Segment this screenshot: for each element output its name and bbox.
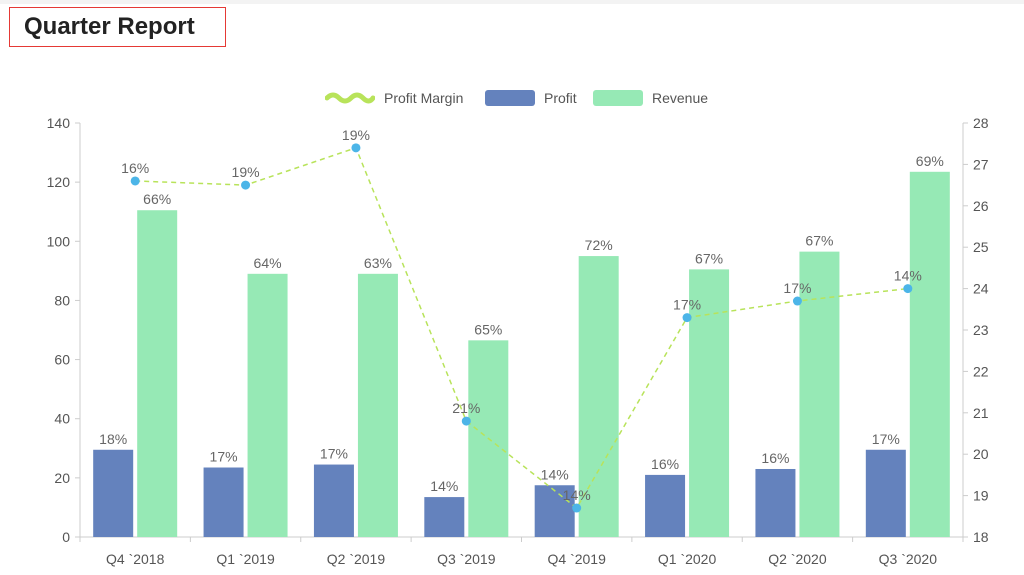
profit-data-label: 16% <box>761 450 789 466</box>
chart-legend: Profit Margin Profit Revenue <box>0 90 1024 114</box>
y-left-tick-label: 100 <box>47 233 71 249</box>
y-left-tick-label: 60 <box>54 352 70 368</box>
revenue-data-label: 63% <box>364 255 392 271</box>
profit-data-label: 14% <box>430 478 458 494</box>
y-right-tick-label: 26 <box>973 198 989 214</box>
y-left-tick-label: 120 <box>47 174 71 190</box>
profit-bar <box>424 497 465 537</box>
revenue-data-label: 72% <box>585 237 613 253</box>
page-title: Quarter Report <box>24 13 195 40</box>
revenue-data-label: 67% <box>805 233 833 249</box>
revenue-data-label: 69% <box>916 153 944 169</box>
legend-swatch-profit <box>485 90 535 106</box>
legend-swatch-revenue <box>593 90 643 106</box>
profit-bar <box>93 449 134 537</box>
profit-margin-point <box>682 313 692 323</box>
profit-margin-data-label: 17% <box>783 280 811 296</box>
x-tick-label: Q1 `2020 <box>658 551 717 567</box>
profit-data-label: 18% <box>99 431 127 447</box>
profit-margin-data-label: 17% <box>673 297 701 313</box>
y-right-tick-label: 23 <box>973 322 989 338</box>
legend-item-profit-margin[interactable]: Profit Margin <box>325 90 463 106</box>
y-right-tick-label: 18 <box>973 529 989 545</box>
revenue-bar <box>578 256 619 537</box>
revenue-bar <box>247 273 288 537</box>
x-tick-label: Q3 `2019 <box>437 551 496 567</box>
y-left-tick-label: 40 <box>54 411 70 427</box>
legend-label-profit-margin: Profit Margin <box>384 90 464 106</box>
x-tick-label: Q1 `2019 <box>216 551 275 567</box>
profit-margin-data-label: 14% <box>563 487 591 503</box>
y-right-tick-label: 21 <box>973 405 989 421</box>
profit-margin-point <box>792 296 802 306</box>
profit-margin-data-label: 21% <box>452 400 480 416</box>
profit-margin-data-label: 19% <box>342 127 370 143</box>
y-left-tick-label: 20 <box>54 470 70 486</box>
revenue-bar <box>137 210 178 537</box>
top-border <box>0 0 1024 4</box>
revenue-data-label: 66% <box>143 191 171 207</box>
revenue-bar <box>799 251 840 537</box>
y-right-tick-label: 20 <box>973 446 989 462</box>
y-right-tick-label: 28 <box>973 115 989 131</box>
profit-margin-point <box>461 416 471 426</box>
x-tick-label: Q2 `2020 <box>768 551 827 567</box>
profit-bar <box>203 467 244 537</box>
revenue-data-label: 67% <box>695 250 723 266</box>
revenue-bar <box>909 171 950 538</box>
x-tick-label: Q4 `2019 <box>548 551 607 567</box>
profit-data-label: 16% <box>651 456 679 472</box>
profit-bar <box>755 468 796 537</box>
legend-item-revenue[interactable]: Revenue <box>593 90 708 106</box>
profit-bar <box>313 464 354 537</box>
legend-label-profit: Profit <box>544 90 577 106</box>
y-left-tick-label: 0 <box>62 529 70 545</box>
y-left-tick-label: 140 <box>47 115 71 131</box>
x-tick-label: Q2 `2019 <box>327 551 386 567</box>
y-left-tick-label: 80 <box>54 292 70 308</box>
x-tick-label: Q3 `2020 <box>879 551 938 567</box>
y-right-tick-label: 22 <box>973 363 989 379</box>
profit-data-label: 17% <box>872 431 900 447</box>
profit-margin-point <box>130 176 140 186</box>
profit-margin-point <box>903 284 913 294</box>
profit-margin-data-label: 19% <box>232 164 260 180</box>
profit-data-label: 14% <box>541 466 569 482</box>
revenue-data-label: 65% <box>474 321 502 337</box>
y-right-tick-label: 27 <box>973 156 989 172</box>
profit-data-label: 17% <box>210 449 238 465</box>
y-right-tick-label: 25 <box>973 239 989 255</box>
revenue-bar <box>357 273 398 537</box>
profit-bar <box>645 474 686 537</box>
legend-item-profit[interactable]: Profit <box>485 90 577 106</box>
report-title-box: Quarter Report <box>9 7 226 47</box>
profit-margin-point <box>572 503 582 513</box>
profit-margin-data-label: 16% <box>121 160 149 176</box>
profit-margin-point <box>351 143 361 153</box>
profit-margin-data-label: 14% <box>894 268 922 284</box>
y-right-tick-label: 24 <box>973 281 989 297</box>
profit-bar <box>865 449 906 537</box>
profit-data-label: 17% <box>320 446 348 462</box>
legend-swatch-profit-margin <box>325 92 375 104</box>
profit-bar <box>534 485 575 537</box>
legend-label-revenue: Revenue <box>652 90 709 106</box>
revenue-data-label: 64% <box>254 255 282 271</box>
profit-margin-point <box>241 180 251 190</box>
profit-margin-line <box>135 146 908 510</box>
x-tick-label: Q4 `2018 <box>106 551 165 567</box>
y-right-tick-label: 19 <box>973 488 989 504</box>
